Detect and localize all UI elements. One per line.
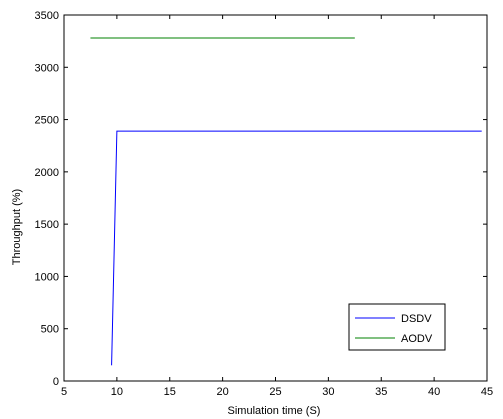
- x-tick-label: 30: [322, 386, 334, 398]
- y-tick-label: 3500: [35, 10, 59, 22]
- x-tick-label: 10: [111, 386, 123, 398]
- x-tick-label: 40: [428, 386, 440, 398]
- legend: DSDV AODV: [348, 303, 446, 351]
- x-tick-label: 35: [375, 386, 387, 398]
- x-axis-title: Simulation time (S): [228, 405, 321, 417]
- legend-label-aodv: AODV: [401, 333, 433, 345]
- y-tick-label: 3000: [35, 62, 59, 74]
- y-axis-title: Throughput (%): [11, 189, 23, 265]
- y-tick-label: 1000: [35, 271, 59, 283]
- legend-box: [348, 303, 446, 351]
- y-tick-label: 1500: [35, 219, 59, 231]
- x-tick-label: 15: [164, 386, 176, 398]
- x-tick-label: 20: [217, 386, 229, 398]
- x-tick-label: 25: [269, 386, 281, 398]
- y-tick-label: 500: [41, 324, 59, 336]
- y-tick-label: 0: [53, 376, 59, 388]
- y-tick-label: 2500: [35, 115, 59, 127]
- x-tick-label: 5: [61, 386, 67, 398]
- legend-label-dsdv: DSDV: [401, 313, 432, 325]
- x-tick-label: 45: [481, 386, 493, 398]
- y-tick-label: 2000: [35, 167, 59, 179]
- series-line-dsdv: [111, 130, 482, 366]
